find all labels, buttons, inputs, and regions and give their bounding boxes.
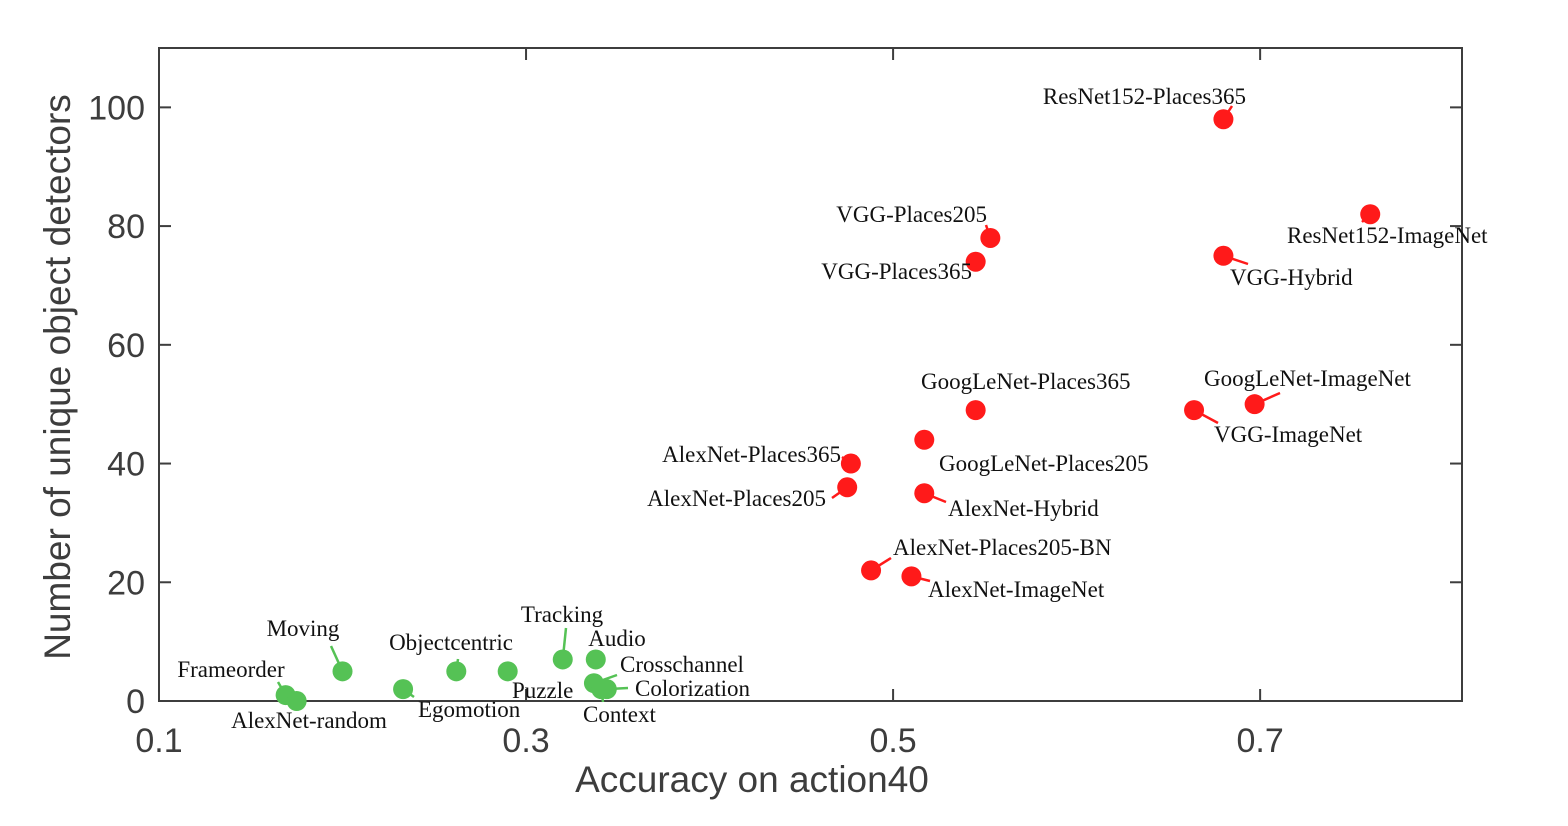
data-point [393,679,414,700]
point-label: GoogLeNet-ImageNet [1204,366,1412,391]
y-tick-label: 0 [126,683,145,721]
data-point [1244,394,1265,415]
data-point [332,661,353,682]
data-points [275,109,1381,711]
data-point [840,453,861,474]
x-axis-title: Accuracy on action40 [575,759,929,800]
data-point [901,566,922,587]
point-label: VGG-ImageNet [1214,422,1363,447]
point-label: ResNet152-ImageNet [1287,223,1488,248]
data-point [965,400,986,421]
point-label: AlexNet-random [231,708,387,733]
y-tick-label: 80 [107,208,145,246]
y-tick-label: 100 [88,89,145,127]
data-point [1184,400,1205,421]
point-label: Frameorder [177,657,285,682]
point-label: Colorization [635,676,750,701]
data-point [980,227,1001,248]
data-point [497,661,518,682]
data-point [446,661,467,682]
data-point [591,679,612,700]
x-tick-label: 0.1 [135,722,182,760]
x-tick-label: 0.5 [869,722,916,760]
data-point [1213,109,1234,130]
point-label: Egomotion [418,697,521,722]
point-label: VGG-Places365 [821,259,972,284]
data-point [1360,204,1381,225]
y-tick-label: 60 [107,327,145,365]
data-point [965,251,986,272]
point-label: GoogLeNet-Places365 [921,369,1131,394]
axis-tick-labels: 0.1 0.3 0.5 0.7 0 20 40 60 80 100 [88,89,1283,760]
point-label: VGG-Places205 [836,202,987,227]
data-point [914,429,935,450]
point-label: VGG-Hybrid [1230,265,1353,290]
x-tick-label: 0.7 [1236,722,1283,760]
y-tick-label: 20 [107,564,145,602]
point-label: Audio [588,626,646,651]
point-label: AlexNet-Places365 [662,442,841,467]
y-axis-title: Number of unique object detectors [37,94,78,660]
point-label: AlexNet-Places205-BN [893,535,1112,560]
point-label: Objectcentric [389,630,513,655]
point-labels: ResNet152-Places365 ResNet152-ImageNet VGG… [177,84,1488,733]
point-label: Puzzle [512,678,573,703]
point-label: Context [583,702,656,727]
plot-frame [158,47,1463,702]
x-tick-label: 0.3 [502,722,549,760]
data-point [552,649,573,670]
data-point [585,649,606,670]
point-label: Moving [267,616,340,641]
data-point [861,560,882,581]
point-label: AlexNet-Places205 [647,486,826,511]
point-label: Tracking [521,602,604,627]
data-point [837,477,858,498]
data-point [914,483,935,504]
point-label: GoogLeNet-Places205 [939,451,1149,476]
data-point [1213,245,1234,266]
y-tick-label: 40 [107,446,145,484]
point-label: AlexNet-Hybrid [948,496,1099,521]
point-label: AlexNet-ImageNet [928,577,1105,602]
point-label: Crosschannel [620,652,744,677]
data-point [286,691,307,711]
label-leader-lines [276,105,1372,703]
point-label: ResNet152-Places365 [1043,84,1246,109]
axis-ticks [158,48,1462,702]
